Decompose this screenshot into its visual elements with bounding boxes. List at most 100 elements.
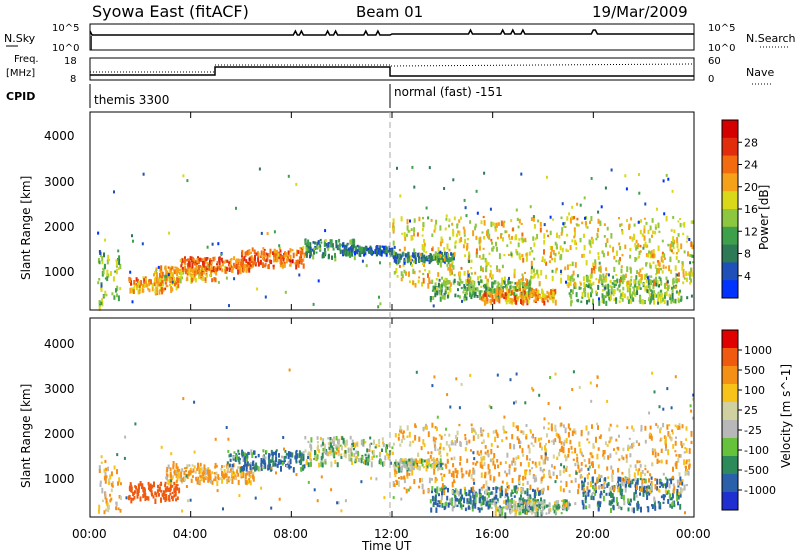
power-cell xyxy=(400,271,403,277)
velocity-speck xyxy=(561,445,563,449)
power-cell xyxy=(655,276,657,281)
velocity-cell xyxy=(527,507,530,511)
velocity-cell xyxy=(460,467,463,473)
velocity-cell xyxy=(152,495,155,499)
power-cell xyxy=(305,243,308,246)
velocity-cell xyxy=(617,476,620,481)
velocity-cell xyxy=(469,506,471,510)
velocity-cell xyxy=(438,504,441,508)
power-cell xyxy=(229,259,232,264)
velocity-cell xyxy=(439,487,442,492)
power-cell xyxy=(137,278,140,284)
velocity-cell xyxy=(511,489,513,494)
velocity-speck xyxy=(299,453,302,457)
velocity-speck xyxy=(544,452,547,456)
power-cell xyxy=(657,260,660,266)
velocity-cell xyxy=(611,476,614,483)
power-cell xyxy=(638,273,641,277)
power-cell xyxy=(547,234,550,238)
velocity-cell xyxy=(202,470,205,475)
velocity-cell xyxy=(496,445,499,448)
velocity-cell xyxy=(427,451,430,455)
velocity-speck xyxy=(222,507,224,511)
power-cell xyxy=(202,258,205,261)
velocity-cell xyxy=(394,461,397,467)
velocity-cell xyxy=(211,480,214,485)
velocity-cell xyxy=(586,486,589,491)
velocity-cell xyxy=(584,490,587,494)
power-cell xyxy=(281,265,284,269)
power-colorbar-tick-label: 8 xyxy=(744,248,751,261)
velocity-cell xyxy=(395,459,397,463)
velocity-cell xyxy=(354,459,357,462)
velocity-speck xyxy=(473,457,476,461)
power-cell xyxy=(276,257,279,262)
power-cell xyxy=(273,256,276,263)
power-cell xyxy=(658,283,660,288)
power-cell xyxy=(437,258,440,262)
velocity-cell xyxy=(523,508,526,512)
velocity-cell xyxy=(623,478,626,483)
power-cell xyxy=(654,226,657,230)
time-tick-label: 08:00 xyxy=(273,527,308,541)
velocity-cell xyxy=(403,475,406,480)
power-cell xyxy=(118,258,121,265)
power-speck xyxy=(571,205,574,209)
velocity-cell xyxy=(690,440,693,444)
power-cell xyxy=(566,216,569,221)
power-cell xyxy=(581,296,584,299)
velocity-cell xyxy=(378,453,381,458)
power-cell xyxy=(508,299,511,304)
velocity-cell xyxy=(310,444,313,450)
velocity-cell xyxy=(197,462,199,469)
power-cell xyxy=(447,252,450,259)
power-cell xyxy=(672,285,675,289)
power-cell xyxy=(686,235,689,240)
velocity-cell xyxy=(130,497,133,504)
power-speck xyxy=(104,238,107,242)
power-cell xyxy=(603,295,606,299)
velocity-cell xyxy=(221,465,223,468)
power-speck xyxy=(324,239,327,242)
velocity-cell xyxy=(571,451,574,454)
velocity-cell xyxy=(344,450,347,454)
velocity-cell xyxy=(484,471,487,476)
velocity-cell xyxy=(650,483,653,487)
velocity-cell xyxy=(459,497,462,504)
velocity-cell xyxy=(456,497,459,502)
power-cell xyxy=(103,252,105,258)
power-speck xyxy=(399,194,402,198)
velocity-cell xyxy=(636,505,639,511)
power-cell xyxy=(169,283,171,287)
velocity-cell xyxy=(586,474,589,480)
power-cell xyxy=(655,294,658,298)
power-colorbar-tick-label: 24 xyxy=(744,159,758,172)
velocity-cell xyxy=(648,491,651,496)
velocity-cell xyxy=(372,454,375,458)
power-cell xyxy=(375,250,378,255)
velocity-cell xyxy=(441,491,443,497)
power-speck xyxy=(115,259,118,263)
power-cell xyxy=(541,256,544,261)
power-cell xyxy=(615,298,618,304)
power-cell xyxy=(591,238,594,245)
power-cell xyxy=(650,289,653,292)
velocity-cell xyxy=(542,501,545,507)
power-cell xyxy=(513,268,516,275)
power-speck xyxy=(179,259,182,262)
nave-trace xyxy=(90,63,695,73)
nsky-label: N.Sky xyxy=(4,32,36,45)
velocity-cell xyxy=(137,483,140,489)
power-cell xyxy=(508,237,511,241)
power-cell xyxy=(505,284,508,287)
power-cell xyxy=(189,272,192,277)
velocity-cell xyxy=(668,483,671,489)
velocity-cell xyxy=(343,453,346,457)
velocity-colorbar-swatch xyxy=(722,366,738,385)
velocity-cell xyxy=(532,475,535,479)
velocity-cell xyxy=(591,461,594,466)
velocity-cell xyxy=(104,494,107,500)
velocity-cell xyxy=(402,435,405,439)
power-cell xyxy=(603,285,606,288)
velocity-cell xyxy=(451,481,454,488)
